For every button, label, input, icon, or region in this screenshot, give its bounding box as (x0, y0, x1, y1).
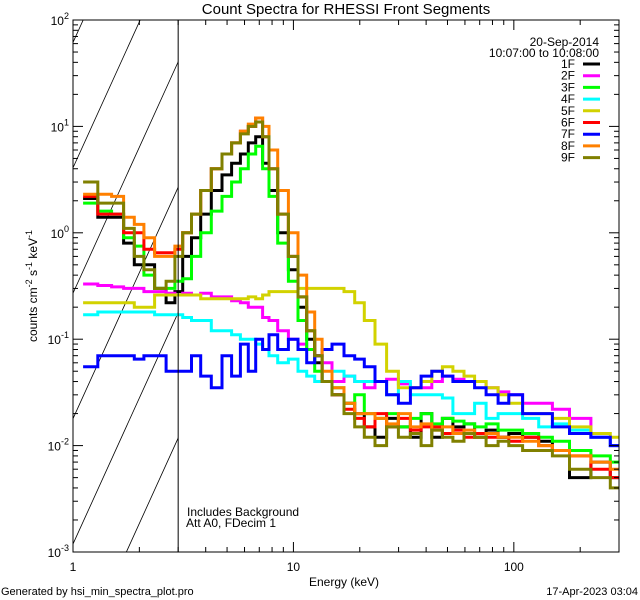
legend-time-range: 10:07:00 to 10:08:00 (489, 46, 599, 60)
hatch-line (73, 20, 141, 169)
footer-timestamp: 17-Apr-2023 03:04 (546, 586, 638, 598)
legend-label-3F: 3F (561, 80, 575, 94)
legend: 20-Sep-2014 10:07:00 to 10:08:00 1F2F3F4… (489, 35, 600, 165)
y-tick-label: 102 (51, 11, 69, 28)
x-axis-label: Energy (keV) (309, 575, 379, 589)
hatch-line (73, 312, 178, 545)
footer-generated-by: Generated by hsi_min_spectra_plot.pro (1, 586, 194, 598)
hatch-line (172, 5, 432, 577)
hatched-region (73, 5, 546, 577)
annotation-background: Includes Background (187, 505, 299, 519)
legend-label-1F: 1F (561, 57, 575, 71)
axes: 1 10 100 10-3 10-2 10-1 100 101 102 (48, 11, 620, 574)
x-tick-label: 10 (287, 560, 301, 574)
y-tick-label: 100 (51, 224, 69, 241)
y-tick-label: 10-2 (48, 437, 69, 454)
y-tick-label: 101 (51, 117, 69, 134)
plot-frame (72, 19, 620, 553)
legend-date: 20-Sep-2014 (530, 35, 600, 49)
hatch-line (73, 186, 178, 420)
annotation-attenuator: Att A0, FDecim 1 (186, 516, 276, 530)
x-tick-label: 1 (70, 560, 77, 574)
hatch-line (73, 20, 84, 44)
series-group (83, 116, 619, 490)
series-line-9F (83, 120, 619, 490)
chart-title: Count Spectra for RHESSI Front Segments (202, 1, 490, 18)
legend-label-8F: 8F (561, 139, 575, 153)
legend-label-9F: 9F (561, 151, 575, 165)
hatch-line (73, 61, 178, 295)
series-line-3F (83, 144, 619, 464)
legend-label-4F: 4F (561, 92, 575, 106)
series-line-7F (83, 333, 619, 448)
legend-label-7F: 7F (561, 127, 575, 141)
y-tick-label: 10-1 (48, 330, 69, 347)
legend-label-2F: 2F (561, 69, 575, 83)
hatch-line (286, 5, 546, 577)
hatch-line (125, 437, 178, 552)
y-axis-label: counts cm-2 s-1 keV-1 (24, 230, 40, 342)
legend-label-5F: 5F (561, 104, 575, 118)
legend-label-6F: 6F (561, 116, 575, 130)
y-tick-label: 10-3 (48, 543, 69, 560)
x-tick-label: 100 (504, 560, 524, 574)
